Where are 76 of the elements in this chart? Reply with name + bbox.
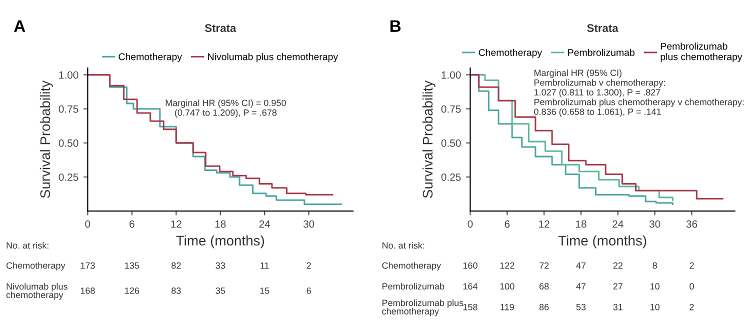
x-tick-label: 0 xyxy=(85,220,90,228)
text: Chemotherapy xyxy=(382,262,441,271)
x-tick-label: 6 xyxy=(504,220,510,228)
text: B xyxy=(390,20,401,32)
x-tick-label: 24 xyxy=(612,220,624,228)
y-tick-label: 0.50 xyxy=(441,139,461,147)
x-tick-label: 6 xyxy=(130,220,134,228)
text: 158 xyxy=(463,304,478,310)
x-tick-label: 18 xyxy=(576,220,586,228)
legend-label: Chemotherapy xyxy=(118,53,182,62)
text: 11 xyxy=(260,262,269,269)
text: 135 xyxy=(125,262,140,269)
text: 53 xyxy=(576,304,586,310)
text: 10 xyxy=(650,304,660,310)
text: No. at risk: xyxy=(382,242,424,249)
legend-label: Pembrolizumab plus chemotherapy xyxy=(660,42,742,62)
y-tick-label: 0.25 xyxy=(58,173,78,181)
text: 2 xyxy=(690,304,694,310)
y-tick-label: 0.75 xyxy=(58,105,78,113)
text: Pembrolizumab xyxy=(382,282,444,290)
text: 164 xyxy=(463,283,478,290)
text: 119 xyxy=(500,304,514,310)
y-tick-label: 0.25 xyxy=(441,173,461,181)
y-tick-label: 1.00 xyxy=(442,71,461,79)
annotation: Marginal HR (95% CI) Pembrolizumab v chemotherapy: 1.027 (0.811 to 1.300), P = .827 Pembrolizumab plus chemotherapy v chemotherapy: 0.836 (0.658 to 1.061), P = .141 xyxy=(534,69,744,117)
y-tick-label: 0.50 xyxy=(58,139,78,147)
x-tick-label: 12 xyxy=(171,220,182,228)
text: 168 xyxy=(80,287,95,294)
text: 31 xyxy=(613,304,622,310)
text: 2 xyxy=(306,262,311,269)
text: 0 xyxy=(690,283,694,290)
text: 10 xyxy=(650,283,660,290)
text: 6 xyxy=(306,287,311,294)
y-axis-title: Survival Probability xyxy=(40,80,53,198)
text: 2 xyxy=(690,262,694,269)
text: 72 xyxy=(540,262,549,269)
legend-label: Chemotherapy xyxy=(478,48,542,58)
text: 122 xyxy=(500,262,514,269)
text: Nivolumab plus chemotherapy xyxy=(6,283,68,300)
text: 86 xyxy=(539,304,549,310)
text: 83 xyxy=(172,287,181,294)
text: 47 xyxy=(576,262,586,269)
x-axis-title: Time (months) xyxy=(176,235,264,248)
text: 33 xyxy=(216,262,225,269)
x-axis-title: Time (months) xyxy=(558,235,646,248)
text: Chemotherapy xyxy=(6,262,66,271)
y-axis-title: Survival Probability xyxy=(422,80,436,198)
text: 68 xyxy=(540,283,549,290)
text: 15 xyxy=(260,288,270,294)
text: 160 xyxy=(463,262,478,269)
text: 47 xyxy=(576,283,586,290)
x-tick-label: 30 xyxy=(303,220,314,228)
text: A xyxy=(14,20,26,32)
x-tick-label: 30 xyxy=(649,220,660,228)
text: No. at risk: xyxy=(6,242,48,249)
text: 82 xyxy=(172,262,181,269)
y-tick-label: 0.75 xyxy=(441,105,461,113)
x-tick-label: 0 xyxy=(468,220,473,228)
text: 27 xyxy=(613,283,622,290)
text: 173 xyxy=(80,262,95,269)
text: 126 xyxy=(125,287,140,294)
text: 22 xyxy=(613,262,622,269)
text: 8 xyxy=(652,262,657,269)
x-tick-label: 12 xyxy=(539,220,550,228)
y-tick-label: 1.00 xyxy=(59,71,78,79)
chart-title: Strata xyxy=(587,24,618,32)
legend-label: Pembrolizumab xyxy=(568,48,634,56)
x-tick-label: 18 xyxy=(215,220,226,228)
annotation: Marginal HR (95% CI) = 0.950 (0.747 to 1.209), P = .678 xyxy=(166,99,286,118)
x-tick-label: 24 xyxy=(259,220,270,228)
x-tick-label: 36 xyxy=(686,220,698,228)
legend-label: Nivolumab plus chemotherapy xyxy=(208,53,338,62)
text: 100 xyxy=(500,283,514,290)
chart-title: Strata xyxy=(204,24,236,32)
text: Pembrolizumab plus chemotherapy xyxy=(382,299,464,316)
text: 35 xyxy=(216,287,226,294)
